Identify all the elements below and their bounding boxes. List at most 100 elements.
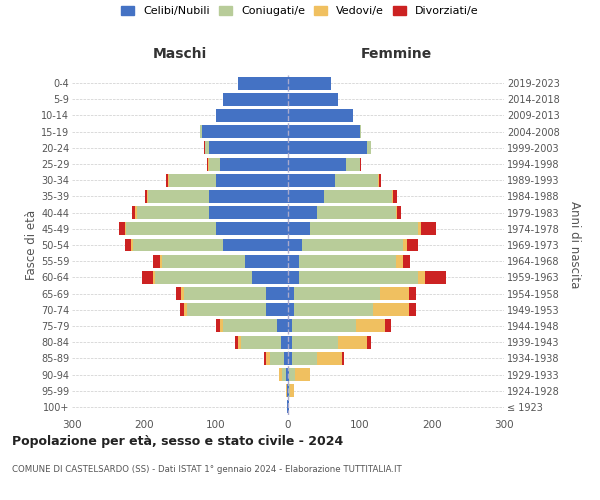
Bar [220,158,288,170]
Bar [288,93,338,106]
Bar [292,336,338,348]
Bar [287,400,288,413]
Bar [209,142,288,154]
Bar [288,400,289,413]
Bar [317,352,342,365]
Bar [289,384,290,397]
Bar [288,384,289,397]
Bar [338,336,367,348]
Bar [288,352,292,365]
Bar [223,93,288,106]
Bar [288,287,294,300]
Bar [346,158,360,170]
Bar [288,254,299,268]
Bar [379,174,381,186]
Bar [216,109,288,122]
Bar [162,254,245,268]
Bar [302,238,403,252]
Bar [132,206,136,219]
Bar [286,384,287,397]
Bar [295,368,310,381]
Bar [335,174,378,186]
Bar [202,125,288,138]
Bar [166,174,169,186]
Bar [125,222,126,235]
Text: Maschi: Maschi [153,48,207,62]
Bar [378,174,379,186]
Bar [373,304,409,316]
Bar [289,368,295,381]
Bar [418,222,421,235]
Bar [216,222,288,235]
Bar [184,304,187,316]
Bar [119,222,125,235]
Legend: Celibi/Nubili, Coniugati/e, Vedovi/e, Divorziati/e: Celibi/Nubili, Coniugati/e, Vedovi/e, Di… [121,6,479,16]
Bar [152,254,160,268]
Bar [396,254,403,268]
Bar [245,254,288,268]
Bar [180,304,184,316]
Bar [125,238,131,252]
Bar [288,304,294,316]
Bar [356,320,385,332]
Bar [288,76,331,90]
Bar [403,238,407,252]
Bar [288,158,346,170]
Bar [288,109,353,122]
Bar [288,336,292,348]
Bar [418,271,425,284]
Bar [223,238,288,252]
Bar [137,206,209,219]
Bar [220,320,223,332]
Bar [385,320,391,332]
Bar [252,271,288,284]
Bar [407,238,418,252]
Bar [136,206,137,219]
Bar [294,287,380,300]
Bar [288,206,317,219]
Bar [288,142,367,154]
Bar [266,287,288,300]
Bar [238,336,241,348]
Bar [425,271,446,284]
Bar [396,206,397,219]
Text: Popolazione per età, sesso e stato civile - 2024: Popolazione per età, sesso e stato civil… [12,435,343,448]
Bar [187,304,266,316]
Bar [169,174,216,186]
Bar [152,271,155,284]
Bar [216,174,288,186]
Bar [131,238,133,252]
Bar [310,222,418,235]
Y-axis label: Anni di nascita: Anni di nascita [568,202,581,288]
Bar [216,320,220,332]
Bar [278,368,282,381]
Bar [145,190,147,203]
Bar [288,320,292,332]
Bar [176,287,181,300]
Bar [367,142,371,154]
Bar [288,190,324,203]
Bar [126,222,216,235]
Bar [281,336,288,348]
Bar [277,320,288,332]
Bar [380,287,409,300]
Bar [367,336,371,348]
Bar [209,158,220,170]
Bar [288,368,289,381]
Bar [209,190,288,203]
Bar [392,190,393,203]
Bar [403,254,410,268]
Bar [282,368,286,381]
Bar [299,271,418,284]
Bar [288,125,360,138]
Bar [155,271,252,284]
Bar [393,190,397,203]
Bar [409,287,416,300]
Text: Femmine: Femmine [361,48,431,62]
Bar [290,384,294,397]
Bar [266,304,288,316]
Bar [205,142,209,154]
Bar [342,352,344,365]
Bar [241,336,281,348]
Bar [421,222,436,235]
